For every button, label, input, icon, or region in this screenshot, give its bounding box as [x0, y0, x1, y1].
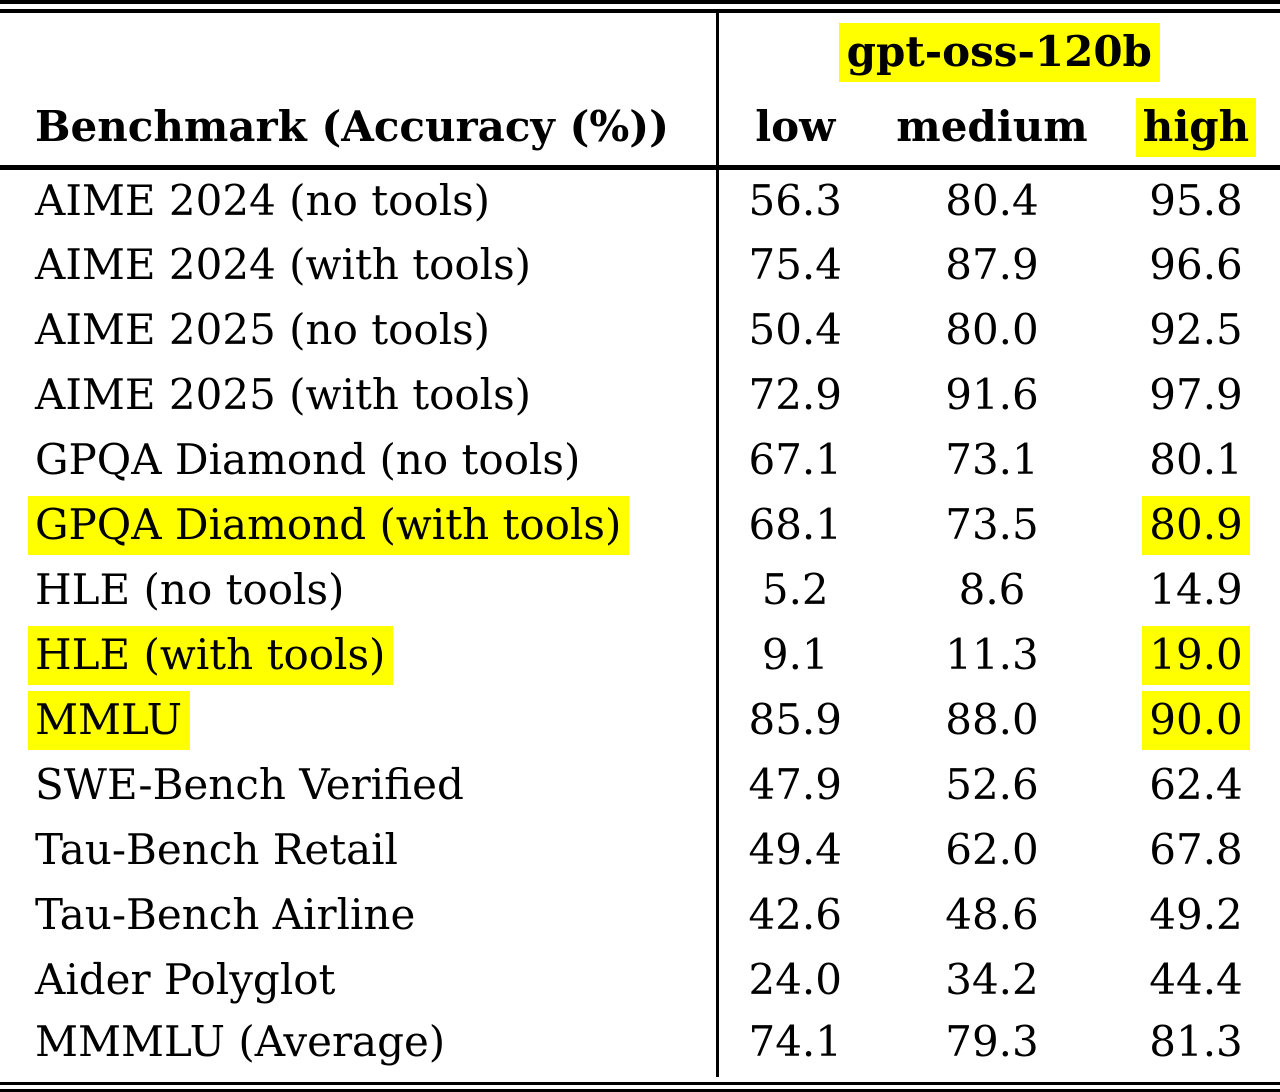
- value-low: 75.4: [748, 240, 842, 289]
- benchmark-name: Aider Polyglot: [35, 955, 336, 1004]
- table-row: HLE (no tools) 5.2 8.6 14.9: [0, 557, 1280, 622]
- value-high: 14.9: [1149, 565, 1243, 614]
- value-medium: 73.1: [945, 435, 1039, 484]
- table-row: Tau-Bench Airline 42.6 48.6 49.2: [0, 882, 1280, 947]
- value-high: 80.9: [1142, 496, 1250, 555]
- value-high: 80.1: [1149, 435, 1243, 484]
- column-header-low: low: [717, 89, 872, 170]
- value-medium: 91.6: [945, 370, 1039, 419]
- table-row: GPQA Diamond (with tools) 68.1 73.5 80.9: [0, 492, 1280, 557]
- table-row: SWE-Bench Verified 47.9 52.6 62.4: [0, 752, 1280, 817]
- table-row: AIME 2025 (no tools) 50.4 80.0 92.5: [0, 297, 1280, 362]
- model-header-spacer: [0, 13, 719, 89]
- benchmark-name: AIME 2025 (no tools): [35, 305, 491, 354]
- value-low: 74.1: [748, 1017, 842, 1066]
- value-low: 47.9: [748, 760, 842, 809]
- benchmark-name: HLE (with tools): [28, 626, 394, 685]
- benchmark-name: AIME 2024 (no tools): [35, 176, 491, 226]
- benchmark-name: Tau-Bench Retail: [35, 825, 398, 874]
- table-row: AIME 2025 (with tools) 72.9 91.6 97.9: [0, 362, 1280, 427]
- column-header-row: Benchmark (Accuracy (%)) low medium high: [0, 89, 1280, 170]
- table-row: AIME 2024 (with tools) 75.4 87.9 96.6: [0, 232, 1280, 297]
- table-row: MMMLU (Average) 74.1 79.3 81.3: [0, 1012, 1280, 1077]
- benchmark-name: MMMLU (Average): [35, 1017, 446, 1066]
- model-name: gpt-oss-120b: [838, 22, 1160, 82]
- table-row: MMLU 85.9 88.0 90.0: [0, 687, 1280, 752]
- model-header-row: gpt-oss-120b: [0, 13, 1280, 89]
- benchmark-name: AIME 2024 (with tools): [35, 240, 532, 289]
- benchmark-name: AIME 2025 (with tools): [35, 370, 532, 419]
- value-low: 24.0: [748, 955, 842, 1004]
- table-row: Tau-Bench Retail 49.4 62.0 67.8: [0, 817, 1280, 882]
- value-low: 67.1: [748, 435, 842, 484]
- value-high: 95.8: [1149, 176, 1243, 226]
- value-high: 97.9: [1149, 370, 1243, 419]
- value-high: 49.2: [1149, 890, 1243, 939]
- value-medium: 88.0: [945, 695, 1039, 744]
- model-header-cell: gpt-oss-120b: [717, 13, 1280, 89]
- benchmark-column-header: Benchmark (Accuracy (%)): [0, 89, 719, 170]
- benchmark-name: Tau-Bench Airline: [35, 890, 416, 939]
- table-body: AIME 2024 (no tools) 56.3 80.4 95.8 AIME…: [0, 167, 1280, 1077]
- value-low: 85.9: [748, 695, 842, 744]
- value-high: 96.6: [1149, 240, 1243, 289]
- value-medium: 34.2: [945, 955, 1039, 1004]
- value-medium: 79.3: [945, 1017, 1039, 1066]
- value-low: 68.1: [748, 500, 842, 549]
- value-medium: 80.4: [945, 176, 1039, 226]
- value-high: 90.0: [1142, 691, 1250, 750]
- value-medium: 52.6: [945, 760, 1039, 809]
- column-header-medium: medium: [872, 89, 1112, 170]
- value-medium: 62.0: [945, 825, 1039, 874]
- benchmark-name: GPQA Diamond (with tools): [28, 496, 630, 555]
- benchmark-name: SWE-Bench Verified: [35, 760, 464, 809]
- value-low: 72.9: [748, 370, 842, 419]
- value-high: 19.0: [1142, 626, 1250, 685]
- value-medium: 8.6: [958, 565, 1026, 614]
- table-row: AIME 2024 (no tools) 56.3 80.4 95.8: [0, 167, 1280, 232]
- benchmark-name: HLE (no tools): [35, 565, 345, 614]
- value-medium: 73.5: [945, 500, 1039, 549]
- table-row: GPQA Diamond (no tools) 67.1 73.1 80.1: [0, 427, 1280, 492]
- value-high: 44.4: [1149, 955, 1243, 1004]
- value-low: 49.4: [748, 825, 842, 874]
- column-header-high: high: [1112, 89, 1280, 170]
- value-low: 9.1: [761, 630, 829, 679]
- value-high: 67.8: [1149, 825, 1243, 874]
- table-row: Aider Polyglot 24.0 34.2 44.4: [0, 947, 1280, 1012]
- value-low: 56.3: [748, 176, 842, 226]
- benchmark-name: GPQA Diamond (no tools): [35, 435, 581, 484]
- value-medium: 87.9: [945, 240, 1039, 289]
- value-high: 81.3: [1149, 1017, 1243, 1066]
- value-high: 62.4: [1149, 760, 1243, 809]
- value-low: 50.4: [748, 305, 842, 354]
- value-medium: 48.6: [945, 890, 1039, 939]
- value-medium: 80.0: [945, 305, 1039, 354]
- table-row: HLE (with tools) 9.1 11.3 19.0: [0, 622, 1280, 687]
- benchmark-name: MMLU: [28, 691, 190, 750]
- benchmark-table: gpt-oss-120b Benchmark (Accuracy (%)) lo…: [0, 13, 1280, 1077]
- value-low: 5.2: [761, 565, 829, 614]
- value-medium: 11.3: [945, 630, 1039, 679]
- value-low: 42.6: [748, 890, 842, 939]
- value-high: 92.5: [1149, 305, 1243, 354]
